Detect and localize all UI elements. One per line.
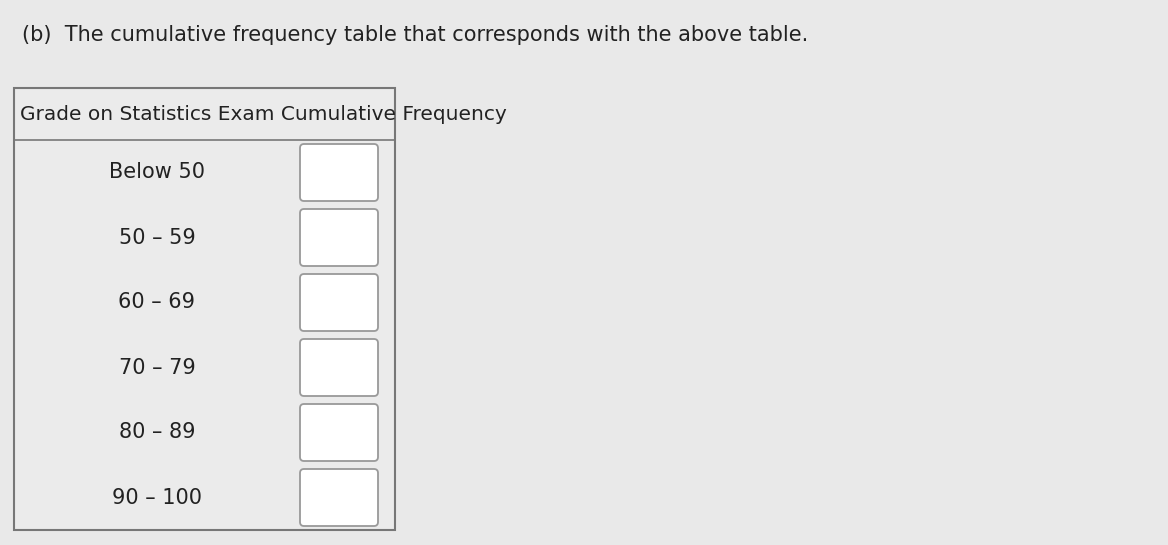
- Text: (b)  The cumulative frequency table that corresponds with the above table.: (b) The cumulative frequency table that …: [22, 25, 808, 45]
- Text: Below 50: Below 50: [109, 162, 206, 183]
- Text: 80 – 89: 80 – 89: [119, 422, 195, 443]
- FancyBboxPatch shape: [300, 339, 378, 396]
- Text: 90 – 100: 90 – 100: [112, 487, 202, 507]
- Text: 50 – 59: 50 – 59: [119, 227, 195, 247]
- Bar: [14, 88, 395, 530]
- FancyBboxPatch shape: [300, 274, 378, 331]
- FancyBboxPatch shape: [300, 404, 378, 461]
- FancyBboxPatch shape: [300, 209, 378, 266]
- FancyBboxPatch shape: [300, 144, 378, 201]
- Text: Grade on Statistics Exam Cumulative Frequency: Grade on Statistics Exam Cumulative Freq…: [20, 105, 507, 124]
- FancyBboxPatch shape: [300, 469, 378, 526]
- Text: 70 – 79: 70 – 79: [119, 358, 195, 378]
- Text: 60 – 69: 60 – 69: [118, 293, 195, 312]
